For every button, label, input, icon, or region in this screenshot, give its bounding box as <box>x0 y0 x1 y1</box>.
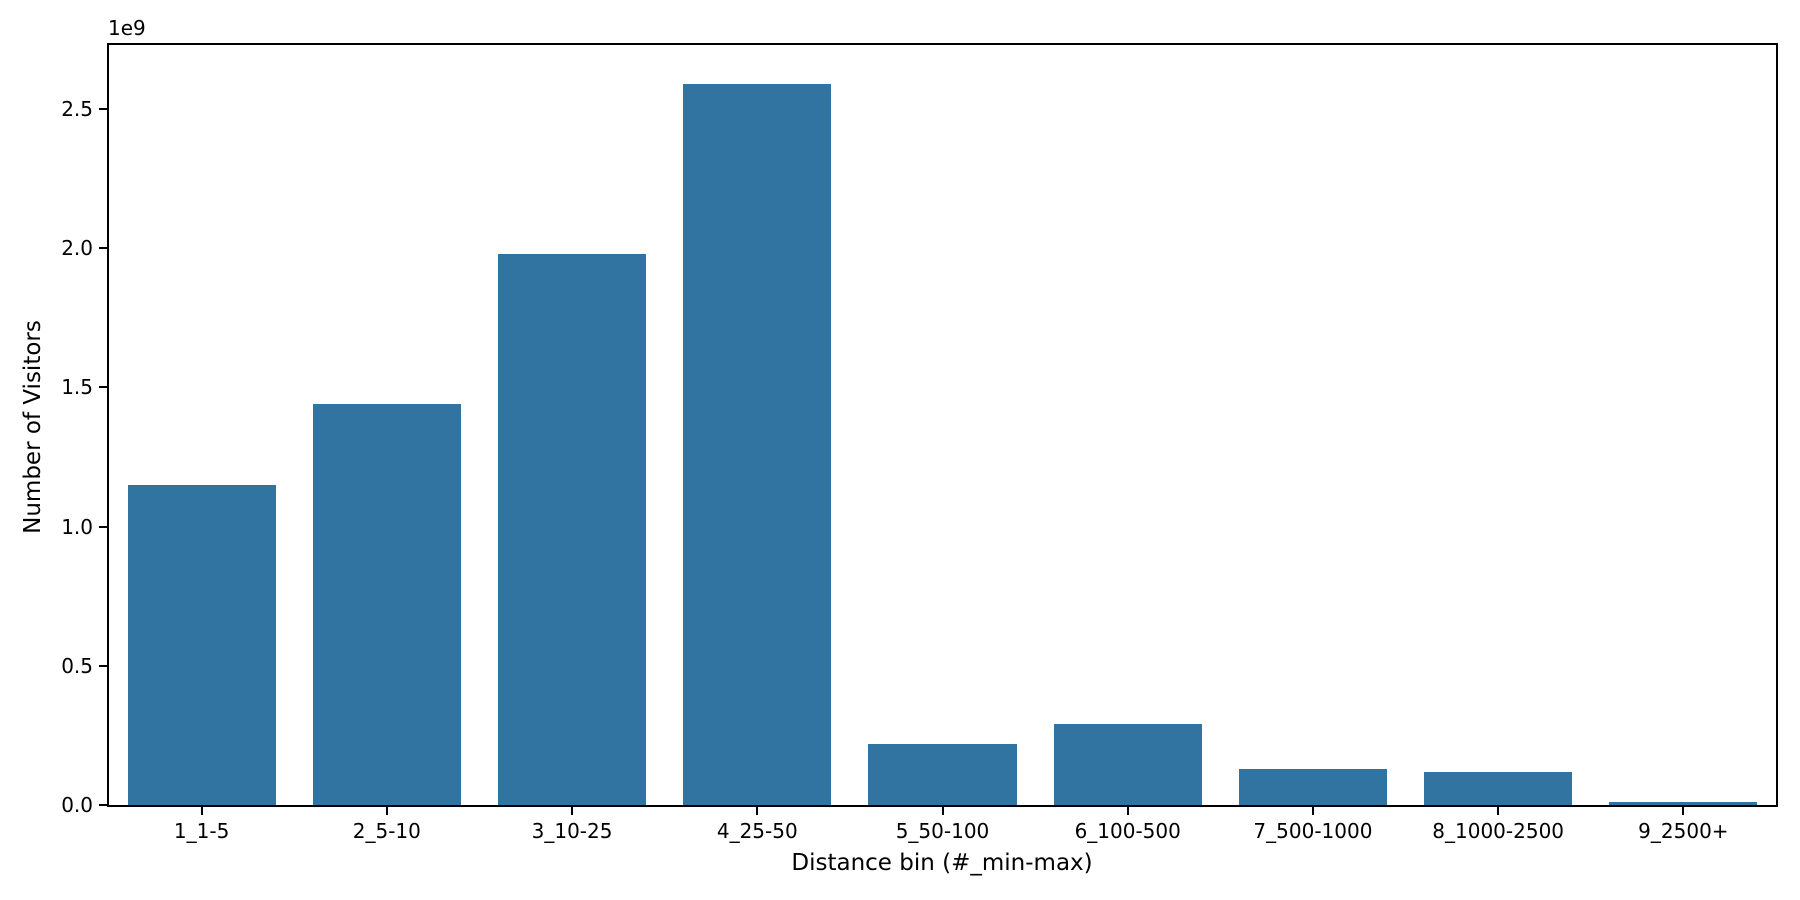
bar-4_25-50 <box>683 84 832 805</box>
y-tick-label: 0.0 <box>61 793 93 817</box>
x-axis-label: Distance bin (#_min-max) <box>791 850 1093 876</box>
y-tick-label: 1.5 <box>61 375 93 400</box>
x-tick-mark <box>571 807 574 815</box>
y-tick-mark <box>99 804 107 806</box>
x-tick-label-1_1-5: 1_1-5 <box>173 819 230 843</box>
y-tick-label: 2.0 <box>61 236 93 261</box>
x-tick-mark <box>1682 807 1685 815</box>
y-tick-label: 2.5 <box>61 97 93 122</box>
x-tick-label-5_50-100: 5_50-100 <box>895 819 990 843</box>
bar-3_10-25 <box>497 254 647 805</box>
y-tick-mark <box>99 108 107 111</box>
y-axis-label: Number of Visitors <box>20 320 46 534</box>
x-tick-mark <box>941 807 944 815</box>
bar-6_100-500 <box>1053 724 1202 805</box>
x-tick-label-2_5-10: 2_5-10 <box>352 819 421 843</box>
y-tick-label: 1.0 <box>61 514 93 539</box>
x-tick-mark <box>1126 807 1129 815</box>
x-tick-label-8_1000-2500: 8_1000-2500 <box>1432 819 1565 843</box>
x-tick-mark <box>1311 807 1314 815</box>
x-tick-mark <box>756 807 759 815</box>
x-tick-label-6_100-500: 6_100-500 <box>1074 819 1181 843</box>
y-tick-mark <box>99 386 107 389</box>
x-tick-mark <box>1497 807 1500 815</box>
bar-5_50-100 <box>868 744 1017 805</box>
y-axis-offset-text: 1e9 <box>108 16 146 40</box>
y-tick-label: 0.5 <box>61 653 93 678</box>
bar-2_5-10 <box>312 404 461 805</box>
bar-9_2500+ <box>1609 802 1758 805</box>
x-tick-label-7_500-1000: 7_500-1000 <box>1253 819 1373 843</box>
plot-area <box>107 43 1778 807</box>
x-tick-mark <box>385 807 388 815</box>
y-tick-mark <box>99 664 107 667</box>
bar-8_1000-2500 <box>1424 772 1573 805</box>
y-tick-mark <box>99 247 107 250</box>
y-tick-mark <box>99 525 107 528</box>
x-tick-label-4_25-50: 4_25-50 <box>716 819 798 843</box>
bar-1_1-5 <box>127 485 276 805</box>
x-tick-mark <box>200 807 203 815</box>
bar-7_500-1000 <box>1238 769 1388 805</box>
x-tick-label-3_10-25: 3_10-25 <box>531 819 613 843</box>
x-tick-label-9_2500+: 9_2500+ <box>1638 819 1729 843</box>
